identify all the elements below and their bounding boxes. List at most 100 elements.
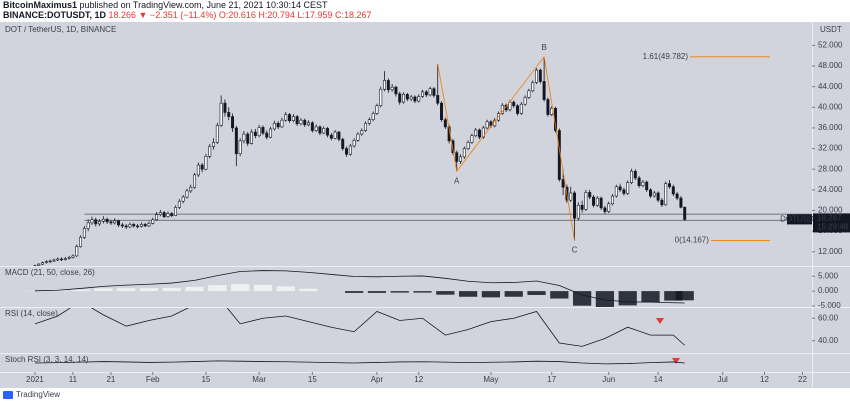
price-tag-countdown: 15:29:48: [817, 223, 849, 232]
candle-body: [603, 207, 607, 212]
wave-line: [437, 55, 575, 241]
macd-histogram-bar: [299, 288, 318, 292]
candle-body: [67, 257, 71, 259]
candle-body: [455, 152, 459, 162]
candle-body: [671, 186, 675, 195]
candle-body: [470, 135, 474, 143]
x-tick-label: Mar: [252, 375, 266, 384]
candle-body: [523, 97, 527, 105]
candle-body: [383, 80, 387, 90]
signal-marker: [656, 318, 664, 324]
price-tag-name: DOTUSDT: [780, 215, 819, 224]
indicator-line: [34, 308, 685, 347]
candle-body: [231, 116, 235, 129]
candle-body: [299, 119, 303, 125]
indicator-y-tick-label: 60.00: [818, 313, 839, 322]
candle-body: [234, 127, 238, 155]
candle-body: [60, 258, 64, 261]
candle-body: [326, 128, 330, 136]
indicator-title: RSI (14, close): [5, 309, 58, 318]
candle-body: [428, 88, 432, 96]
macd-line: [34, 270, 685, 304]
candle-body: [611, 195, 614, 205]
candle-body: [614, 186, 618, 197]
price-tag: [813, 213, 850, 233]
wave-label: A: [454, 176, 460, 185]
macd-histogram-bar: [185, 286, 204, 292]
y-tick-label: 20.000: [818, 206, 843, 215]
candle-body: [405, 94, 409, 100]
candle-body: [474, 129, 478, 136]
candle-body: [280, 119, 284, 128]
candle-body: [75, 246, 79, 257]
indicator-y-tick-label: -5.000: [818, 301, 841, 310]
candle-body: [90, 219, 94, 224]
macd-histogram-bar: [390, 291, 409, 293]
candle-body: [580, 205, 584, 210]
y-tick-label: 24.000: [818, 185, 843, 194]
candle-body: [170, 213, 174, 216]
x-tick-label: 17: [547, 375, 556, 384]
candle-body: [208, 146, 212, 157]
y-tick-label: 36.000: [818, 123, 843, 132]
candle-body: [360, 130, 364, 135]
quote: 18.266 ▼ −2.351 (−11.4%) O:20.616 H:20.7…: [109, 10, 372, 20]
candle-body: [588, 192, 592, 198]
y-tick-label: 28.000: [818, 164, 843, 173]
x-tick-label: Jun: [602, 375, 615, 384]
macd-histogram-bar: [139, 288, 159, 292]
candle-body: [626, 182, 630, 194]
candle-body: [500, 104, 504, 114]
candle-body: [132, 224, 136, 227]
candle-body: [128, 224, 132, 228]
candle-body: [86, 222, 90, 229]
candle-body: [622, 189, 626, 194]
candle-body: [443, 119, 447, 128]
candle-body: [322, 128, 326, 134]
logo: [3, 391, 13, 399]
candle-body: [253, 131, 257, 136]
candle-body: [269, 128, 273, 138]
candle-body: [272, 122, 276, 130]
candle-body: [649, 189, 652, 197]
candle-body: [261, 127, 265, 134]
candle-body: [367, 119, 371, 124]
candle-body: [542, 81, 546, 100]
x-tick-label: 2021: [26, 375, 44, 384]
candle-body: [303, 119, 307, 126]
candle-body: [33, 265, 37, 266]
candle-body: [200, 164, 204, 170]
x-tick-label: 14: [654, 375, 663, 384]
chart-background: [0, 22, 850, 388]
macd-histogram-bar: [504, 291, 523, 297]
macd-histogram-bar: [572, 291, 592, 306]
candle-body: [219, 102, 223, 126]
indicator-y-tick-label: 40.00: [818, 336, 839, 345]
y-tick-label: 40.000: [818, 102, 843, 111]
candle-body: [227, 112, 231, 117]
candle-body: [546, 99, 550, 115]
candle-body: [276, 122, 280, 128]
candle-body: [451, 140, 455, 153]
signal-marker: [672, 358, 680, 364]
candle-body: [52, 259, 56, 262]
header-line-1: BitcoinMaximus1 published on TradingView…: [3, 0, 328, 10]
candle-body: [538, 69, 542, 82]
candle-body: [307, 122, 311, 126]
candle-body: [436, 95, 440, 104]
candle-body: [120, 224, 124, 227]
candle-body: [421, 91, 425, 97]
candle-body: [82, 228, 86, 238]
candle-body: [394, 86, 398, 95]
candle-body: [63, 258, 67, 260]
candle-body: [284, 114, 288, 121]
price-tag-box: [787, 214, 812, 225]
wave-label: C: [572, 246, 578, 255]
candle-body: [481, 127, 485, 138]
candle-body: [664, 183, 668, 206]
candle-body: [592, 196, 595, 206]
candle-body: [196, 164, 200, 176]
candle-body: [166, 213, 170, 217]
candle-body: [215, 125, 219, 143]
candle-body: [257, 127, 261, 136]
